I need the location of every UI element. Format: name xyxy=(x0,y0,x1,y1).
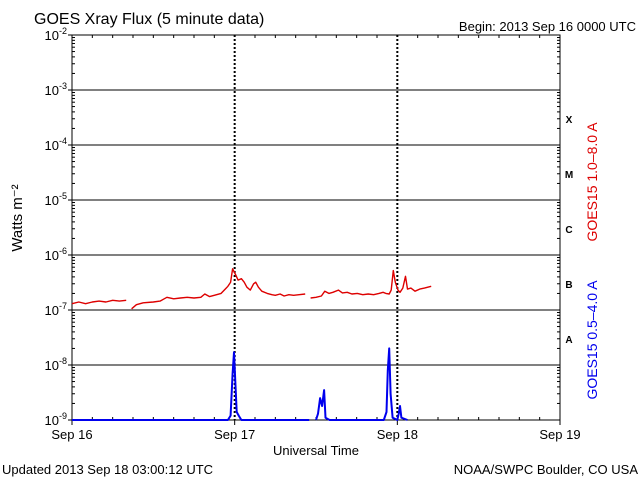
series-layer xyxy=(71,268,432,421)
long-channel-series-line xyxy=(310,269,432,299)
y-tick-label: 10-7 xyxy=(45,301,67,318)
plot-area xyxy=(71,34,561,421)
short-channel-series-line xyxy=(72,351,310,421)
flare-class-labels: A B C M X xyxy=(565,115,573,346)
y-tick-exponent: -8 xyxy=(59,356,67,366)
y-tick-exponent: -2 xyxy=(59,26,67,36)
flare-class-label: B xyxy=(565,280,572,291)
y-axis-ticks: 10-9 10-8 10-7 10-6 10-5 10-4 10-3 10-2 xyxy=(45,26,560,428)
y-tick-label: 10-6 xyxy=(45,246,67,263)
begin-time-label: Begin: 2013 Sep 16 0000 UTC xyxy=(459,19,636,34)
y-tick-label: 10-5 xyxy=(45,191,67,208)
credit-text: NOAA/SWPC Boulder, CO USA xyxy=(454,462,639,477)
y-tick-exponent: -6 xyxy=(59,246,67,256)
y-tick-exponent: -9 xyxy=(59,411,67,421)
flare-class-label: M xyxy=(565,170,573,181)
flare-class-label: C xyxy=(565,225,572,236)
y-tick-label: 10-9 xyxy=(45,411,67,428)
legend-long-channel: GOES15 1.0–8.0 A xyxy=(584,122,600,242)
x-axis-ticks: Sep 16 Sep 17 Sep 18 Sep 19 xyxy=(51,35,581,442)
long-channel-series-line xyxy=(131,268,306,310)
legend-long-channel-text: GOES15 1.0–8.0 A xyxy=(584,122,600,242)
y-tick-label: 10-2 xyxy=(45,26,67,43)
short-channel-series-line xyxy=(315,347,408,421)
y-tick-label: 10-8 xyxy=(45,356,67,373)
flare-class-label: X xyxy=(566,115,573,126)
y-axis-label: Watts m⁻² xyxy=(9,184,26,251)
x-axis-label: Universal Time xyxy=(273,443,359,458)
x-tick-label: Sep 17 xyxy=(214,427,255,442)
chart-title: GOES Xray Flux (5 minute data) xyxy=(34,11,264,28)
y-tick-exponent: -7 xyxy=(59,301,67,311)
flare-class-label: A xyxy=(565,335,572,346)
x-tick-label: Sep 19 xyxy=(539,427,580,442)
x-tick-label: Sep 16 xyxy=(51,427,92,442)
grid-layer xyxy=(72,35,560,420)
y-tick-exponent: -3 xyxy=(59,81,67,91)
y-tick-exponent: -4 xyxy=(59,136,67,146)
legend-short-channel: GOES15 0.5–4.0 A xyxy=(584,280,600,400)
y-tick-label: 10-4 xyxy=(45,136,67,153)
y-tick-exponent: -5 xyxy=(59,191,67,201)
updated-timestamp: Updated 2013 Sep 18 03:00:12 UTC xyxy=(2,462,213,477)
x-tick-label: Sep 18 xyxy=(377,427,418,442)
legend-short-channel-text: GOES15 0.5–4.0 A xyxy=(584,280,600,400)
y-axis-label-text: Watts m⁻² xyxy=(9,184,26,251)
long-channel-series-line xyxy=(71,299,127,305)
y-tick-label: 10-3 xyxy=(45,81,67,98)
